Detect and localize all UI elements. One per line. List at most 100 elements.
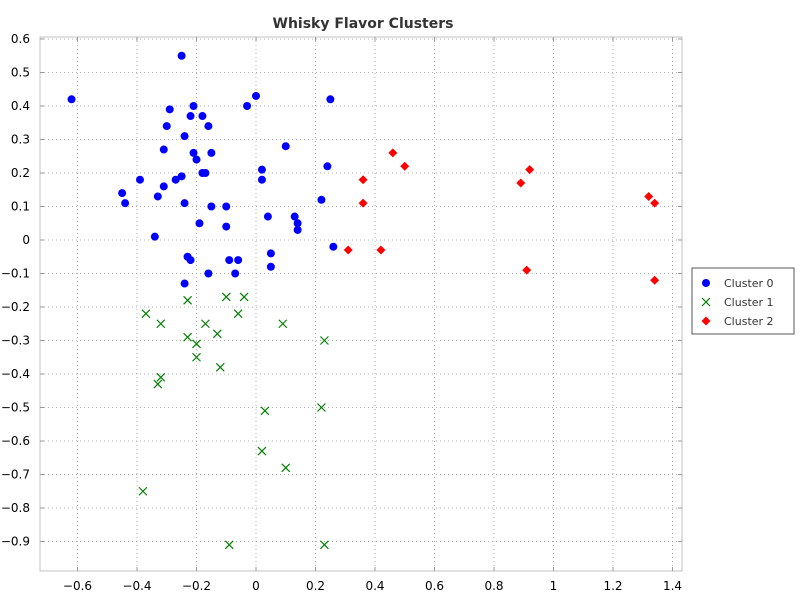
data-point [183,332,192,342]
data-point [121,199,130,208]
legend-marker [701,297,711,307]
data-point [231,269,240,278]
data-point [266,262,275,271]
x-tick-label: 1.4 [663,579,682,593]
data-points [67,51,660,550]
data-point [234,256,243,265]
data-point [150,232,159,241]
data-point [156,319,166,329]
data-point [180,199,189,208]
y-tick-label: −0.4 [1,367,30,381]
data-point [183,295,192,305]
data-point [257,165,266,174]
y-tick-label: −0.9 [1,535,30,549]
data-point [317,403,326,412]
x-tick-label: 1.2 [603,579,622,593]
y-tick-label: 0 [22,233,30,247]
legend-marker [701,316,711,326]
legend-label: Cluster 1 [724,296,774,309]
y-tick-label: 0.2 [11,166,30,180]
data-point [257,446,267,456]
y-tick-label: 0.3 [11,133,30,147]
data-point [239,292,249,302]
data-point [207,202,216,211]
legend: Cluster 0 Cluster 1 Cluster 2 [691,267,795,335]
data-point [207,148,216,157]
series-cluster-2 [343,148,660,285]
data-point [153,379,163,389]
y-tick-label: −0.2 [1,300,30,314]
data-point [212,329,222,339]
data-point [263,212,272,221]
legend-marker [702,279,710,287]
data-point [388,148,398,158]
x-tick-label: 0.6 [425,579,444,593]
data-point [215,362,225,372]
data-point [222,202,231,211]
data-point [290,212,299,221]
data-point [138,486,148,496]
data-point [186,256,195,265]
data-point [317,195,326,204]
data-point [326,95,335,104]
data-point [156,372,166,382]
data-point [225,256,234,265]
data-point [293,219,302,228]
data-point [257,175,266,184]
data-point [186,112,195,121]
y-tick-label: −0.8 [1,501,30,515]
data-point [171,175,180,184]
data-point [165,105,174,114]
data-point [135,175,144,184]
data-point [400,161,410,171]
data-point [192,339,201,349]
y-tick-label: −0.3 [1,334,30,348]
data-point [177,172,186,181]
x-axis: −0.6 −0.4 −0.2 0 0.2 0.4 0.6 0.8 1 1.2 1.4 [63,37,682,593]
data-point [329,242,338,251]
data-point [204,269,213,278]
legend-label: Cluster 2 [724,315,774,328]
data-point [281,142,290,151]
data-point [650,275,660,285]
y-tick-label: 0.1 [11,200,30,214]
data-point [323,162,332,171]
data-point [525,165,535,175]
data-point [159,145,168,154]
y-axis: 0.6 0.5 0.4 0.3 0.2 0.1 0 −0.1 −0.2 −0.3 −0.4 −0.5 −… [1,32,682,549]
data-point [195,219,204,228]
series-cluster-1 [138,292,329,550]
data-point [293,225,302,234]
y-tick-label: −0.6 [1,434,30,448]
data-point [516,178,526,188]
data-point [233,309,243,319]
y-tick-label: 0.4 [11,99,30,113]
y-tick-label: 0.6 [11,32,30,46]
series-cluster-0 [67,51,338,288]
legend-item: Cluster 1 [701,296,774,309]
plot-area [39,36,683,572]
y-tick-label: −0.5 [1,401,30,415]
x-tick-label: 0 [252,579,260,593]
data-point [252,91,260,100]
data-point [221,292,231,302]
data-point [376,245,386,255]
data-point [224,540,234,550]
x-tick-label: 0.4 [365,579,384,593]
data-point [343,245,353,255]
legend-item: Cluster 0 [702,277,774,290]
data-point [358,175,368,185]
y-tick-label: −0.1 [1,267,30,281]
data-point [189,102,198,110]
data-point [177,51,186,60]
data-point [320,336,329,345]
data-point [180,132,189,141]
data-point [644,191,654,201]
grid-lines [40,37,682,571]
data-point [67,95,76,104]
data-point [358,198,368,208]
data-point [222,222,231,231]
y-tick-label: 0.5 [11,66,30,80]
data-point [201,169,210,177]
